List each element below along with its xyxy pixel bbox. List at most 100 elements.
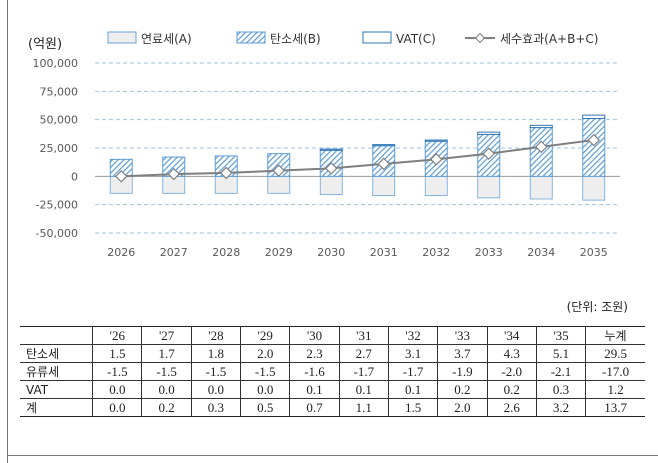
table-cell: -1.5 (92, 362, 143, 381)
row-label: 탄소세 (20, 344, 94, 363)
revenue-effect-point (167, 167, 181, 181)
legend-item: 연료세(A) (107, 31, 192, 46)
revenue-effect-point (534, 140, 548, 154)
revenue-effect-chart: (억원) 연료세(A) 탄소세(B) VAT(C) 세수효과(A+B+C) 100,0… (28, 31, 620, 259)
legend-item: 세수효과(A+B+C) (465, 32, 598, 46)
legend-swatch-marker (474, 32, 486, 44)
table-header-cell: '27 (141, 326, 192, 345)
y-tick-label: 25,000 (40, 142, 79, 155)
table-row-fuel-tax: 유류세 -1.5 -1.5 -1.5 -1.5 -1.6 -1.7 -1.7 -… (20, 362, 645, 381)
chart-line-series (114, 133, 601, 183)
table-cell: 0.1 (338, 380, 389, 399)
table-cell: 13.7 (585, 398, 645, 417)
revenue-effect-point (114, 169, 128, 183)
legend-item: VAT(C) (362, 31, 436, 46)
table-unit-note: (단위: 조원) (566, 300, 628, 314)
table-cell: 1.5 (92, 344, 143, 363)
table-cell: -2.1 (535, 362, 587, 381)
table-cell: -1.6 (289, 362, 340, 381)
y-tick-label: 50,000 (40, 114, 79, 127)
x-tick-label: 2031 (370, 246, 398, 259)
table-cell: 0.0 (240, 380, 291, 399)
bar-carbon-tax (582, 118, 606, 177)
bar-fuel-tax (582, 175, 606, 201)
bar-fuel-tax (319, 175, 343, 195)
revenue-effect-point (429, 152, 443, 166)
bar-fuel-tax (267, 175, 291, 194)
revenue-effect-point (272, 164, 286, 178)
legend-swatch-carbon-tax (236, 31, 266, 44)
table-cell: -1.7 (387, 362, 439, 381)
table-cell: -17.0 (585, 362, 645, 381)
revenue-effect-point (587, 133, 601, 147)
x-axis-ticks: 2026 2027 2028 2029 2030 2031 2032 2033 2034 2035 (107, 246, 608, 259)
y-tick-label: -50,000 (36, 227, 78, 240)
table-cell: 2.0 (240, 344, 291, 363)
bar-vat (424, 139, 448, 142)
table-header-cell (20, 326, 94, 345)
bar-fuel-tax (424, 175, 448, 196)
table-cell: 2.6 (486, 398, 537, 417)
legend-item: 탄소세(B) (236, 31, 321, 46)
bar-vat (372, 144, 396, 147)
bar-fuel-tax (529, 175, 553, 200)
table-cell: 0.0 (190, 380, 242, 399)
y-axis-unit-label: (억원) (28, 37, 62, 52)
table-cell: 1.7 (141, 344, 192, 363)
table-cell: 2.7 (338, 344, 389, 363)
row-label: 유류세 (20, 362, 94, 381)
frame-left-border (7, 0, 8, 463)
x-tick-label: 2032 (422, 246, 450, 259)
table-cell: 0.0 (92, 380, 143, 399)
table-cell: 0.2 (486, 380, 537, 399)
x-tick-label: 2027 (160, 246, 188, 259)
table-cell: 1.5 (387, 398, 439, 417)
table-cell: 1.2 (585, 380, 645, 399)
table-cell: 1.8 (190, 344, 242, 363)
legend-label: VAT(C) (396, 32, 436, 46)
table-header-cell: '30 (289, 326, 340, 345)
bar-vat (529, 124, 553, 129)
table-cell: 0.1 (387, 380, 439, 399)
x-tick-label: 2029 (265, 246, 293, 259)
row-label: 계 (20, 398, 94, 417)
bar-fuel-tax (372, 175, 396, 196)
table-cell: -1.7 (338, 362, 389, 381)
table-cell: 3.7 (437, 344, 488, 363)
bar-vat (582, 114, 606, 120)
table-cell: 0.7 (289, 398, 340, 417)
table-cell: 0.0 (92, 398, 143, 417)
table-cell: 0.2 (437, 380, 488, 399)
table-header-cell: 누계 (585, 326, 645, 345)
table-cell: 3.1 (387, 344, 439, 363)
y-tick-label: 100,000 (33, 57, 79, 70)
legend-label: 세수효과(A+B+C) (500, 32, 598, 46)
table-header-cell: '28 (190, 326, 242, 345)
table-row-carbon-tax: 탄소세 1.5 1.7 1.8 2.0 2.3 2.7 3.1 3.7 4.3 … (20, 344, 645, 363)
table-cell: -1.5 (141, 362, 192, 381)
chart-bars (109, 114, 606, 201)
frame-bottom-border (7, 455, 658, 456)
table-cell: -2.0 (486, 362, 537, 381)
table-cell: -1.5 (240, 362, 291, 381)
row-label: VAT (20, 380, 94, 399)
revenue-effect-line (121, 139, 594, 178)
x-tick-label: 2034 (527, 246, 555, 259)
bar-vat (477, 131, 501, 135)
x-tick-label: 2035 (580, 246, 608, 259)
revenue-effect-point (219, 166, 233, 180)
table-cell: 0.3 (190, 398, 242, 417)
revenue-effect-point (482, 147, 496, 161)
y-axis-ticks: 100,000 75,000 50,000 25,000 0 -25,000 -50,000 (33, 57, 79, 240)
y-tick-label: -25,000 (36, 199, 78, 212)
table-cell: 2.3 (289, 344, 340, 363)
table-header-cell: '33 (437, 326, 488, 345)
x-tick-label: 2033 (475, 246, 503, 259)
table-cell: 3.2 (535, 398, 587, 417)
table-cell: 0.1 (289, 380, 340, 399)
table-header-cell: '32 (387, 326, 439, 345)
table-header-cell: '31 (338, 326, 389, 345)
table-header-cell: '26 (92, 326, 143, 345)
y-tick-label: 0 (71, 170, 78, 183)
table-cell: 4.3 (486, 344, 537, 363)
